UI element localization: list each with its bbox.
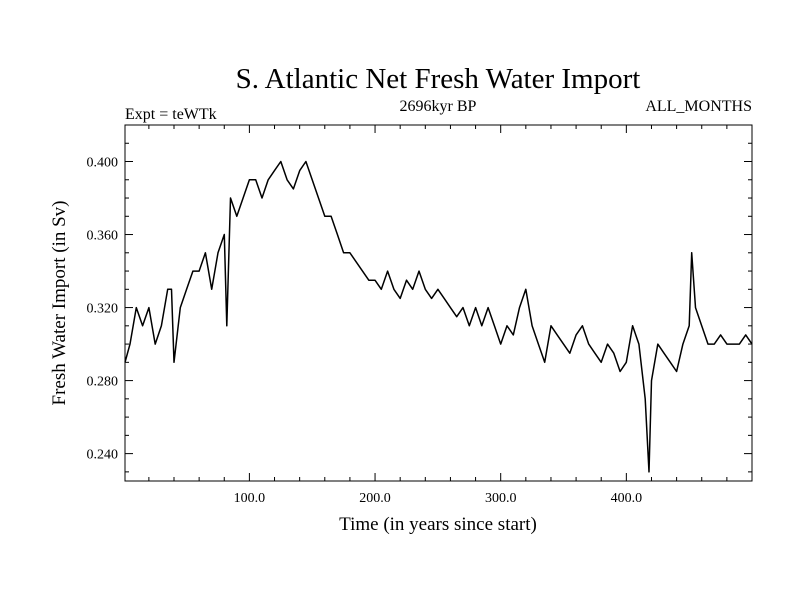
x-tick-label: 100.0 bbox=[234, 491, 266, 506]
x-axis-tick-labels: 100.0 200.0 300.0 400.0 bbox=[234, 491, 642, 506]
y-axis-tick-labels: 0.240 0.280 0.320 0.360 0.400 bbox=[87, 156, 119, 463]
months-label: ALL_MONTHS bbox=[645, 98, 752, 115]
x-axis-label: Time (in years since start) bbox=[339, 514, 537, 535]
y-tick-label: 0.400 bbox=[87, 156, 119, 171]
y-axis-ticks bbox=[125, 142, 752, 473]
x-tick-label: 400.0 bbox=[611, 491, 643, 506]
plot-frame bbox=[124, 124, 753, 482]
y-axis-label: Fresh Water Import (in Sv) bbox=[49, 201, 70, 406]
y-tick-label: 0.240 bbox=[87, 448, 119, 463]
y-tick-label: 0.320 bbox=[87, 302, 119, 317]
x-axis-ticks bbox=[148, 125, 728, 481]
expt-label: Expt = teWTk bbox=[125, 106, 217, 123]
x-tick-label: 200.0 bbox=[359, 491, 391, 506]
x-tick-label: 300.0 bbox=[485, 491, 517, 506]
y-tick-label: 0.360 bbox=[87, 229, 119, 244]
chart-title: S. Atlantic Net Fresh Water Import bbox=[236, 63, 641, 95]
series-line bbox=[124, 160, 753, 473]
y-tick-label: 0.280 bbox=[87, 375, 119, 390]
period-label: 2696kyr BP bbox=[400, 98, 477, 115]
